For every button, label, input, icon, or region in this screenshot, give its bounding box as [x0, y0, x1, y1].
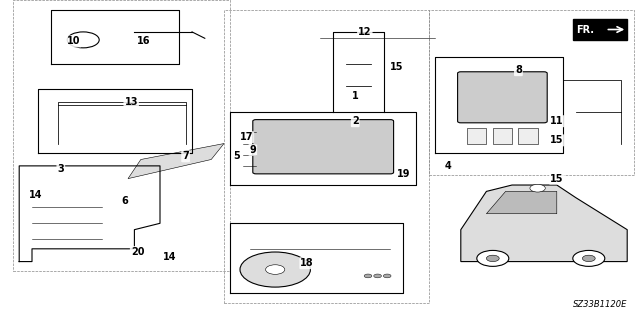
Text: 12: 12: [358, 27, 372, 37]
Text: 11: 11: [550, 116, 564, 126]
Circle shape: [486, 255, 499, 262]
Text: 16: 16: [137, 36, 151, 47]
Text: 1: 1: [352, 91, 358, 101]
Bar: [493, 128, 512, 144]
Circle shape: [240, 252, 310, 287]
FancyBboxPatch shape: [253, 120, 394, 174]
Bar: [13, 0, 230, 271]
Polygon shape: [486, 191, 557, 214]
Text: 5: 5: [234, 151, 240, 161]
Text: 20: 20: [131, 247, 145, 257]
Text: 3: 3: [58, 164, 64, 174]
Text: SZ33B1120E: SZ33B1120E: [573, 300, 627, 309]
Text: 8: 8: [515, 65, 522, 75]
Text: FR.: FR.: [576, 25, 594, 34]
Polygon shape: [461, 185, 627, 262]
Polygon shape: [128, 144, 224, 179]
Text: 14: 14: [28, 189, 42, 200]
Circle shape: [364, 274, 372, 278]
Text: 15: 15: [390, 62, 404, 72]
Circle shape: [266, 265, 285, 274]
Text: 9: 9: [250, 145, 256, 155]
Text: 19: 19: [396, 169, 410, 179]
Text: 7: 7: [182, 151, 189, 161]
Text: 6: 6: [122, 196, 128, 206]
Text: 13: 13: [124, 97, 138, 107]
Text: 15: 15: [550, 174, 564, 184]
Bar: [429, 10, 634, 175]
Text: 18: 18: [300, 258, 314, 268]
Bar: [467, 128, 486, 144]
Bar: [224, 10, 429, 303]
Circle shape: [573, 250, 605, 266]
Circle shape: [477, 250, 509, 266]
Bar: [518, 128, 538, 144]
Circle shape: [582, 255, 595, 262]
Circle shape: [530, 184, 545, 192]
FancyBboxPatch shape: [458, 72, 547, 123]
Text: 10: 10: [67, 36, 81, 47]
Text: 17: 17: [239, 132, 253, 142]
Circle shape: [374, 274, 381, 278]
Circle shape: [383, 274, 391, 278]
Text: 2: 2: [352, 116, 358, 126]
Text: 15: 15: [550, 135, 564, 145]
Bar: [573, 19, 627, 40]
Text: 14: 14: [163, 252, 177, 262]
Text: 4: 4: [445, 161, 451, 171]
